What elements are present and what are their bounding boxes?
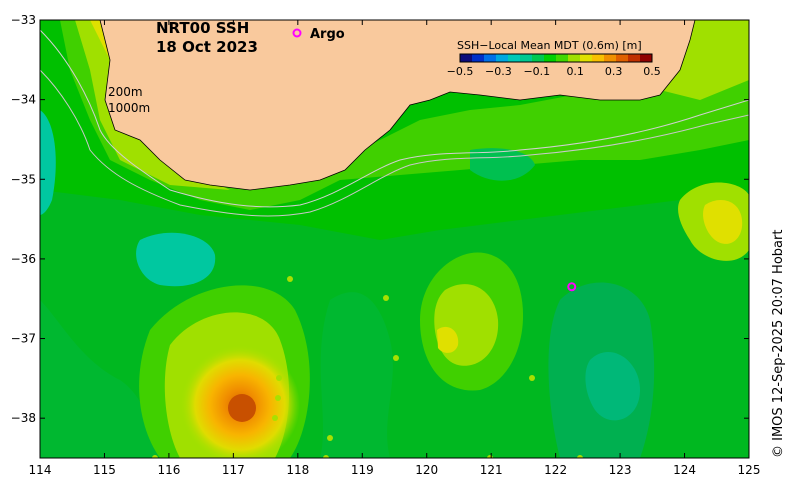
x-tick-label: 118 — [286, 463, 309, 477]
depth-label-200m: 200m — [108, 85, 143, 99]
colorbar-swatch — [592, 54, 605, 62]
x-tick-label: 117 — [222, 463, 245, 477]
colorbar — [459, 53, 653, 63]
y-tick-label: −34 — [11, 93, 36, 107]
x-tick-label: 124 — [673, 463, 696, 477]
argo-legend-label: Argo — [310, 27, 345, 42]
colorbar-swatch — [628, 54, 641, 62]
colorbar-tick-label: 0.3 — [605, 65, 623, 78]
colorbar-swatch — [640, 54, 653, 62]
y-tick-label: −35 — [11, 172, 36, 186]
colorbar-swatch — [568, 54, 581, 62]
colorbar-frame — [459, 53, 653, 63]
y-tick-label: −37 — [11, 332, 36, 346]
colorbar-swatch — [484, 54, 497, 62]
contour-200m — [40, 29, 749, 208]
x-tick-label: 119 — [351, 463, 374, 477]
argo-legend-icon — [292, 28, 302, 38]
colorbar-swatch — [580, 54, 593, 62]
y-tick-label: −33 — [11, 13, 36, 27]
y-tick-label: −36 — [11, 252, 36, 266]
x-tick-label: 115 — [93, 463, 116, 477]
colorbar-tick-label: −0.5 — [447, 65, 474, 78]
colorbar-swatch — [532, 54, 545, 62]
colorbar-swatch — [556, 54, 569, 62]
colorbar-swatch — [616, 54, 629, 62]
x-axis: 114 115 116 117 118 119 120 121 122 123 124 125 — [29, 20, 761, 477]
map-date: 18 Oct 2023 — [156, 38, 258, 56]
y-axis: −33 −34 −35 −36 −37 −38 — [11, 13, 749, 425]
ssh-region-se-core — [585, 351, 640, 421]
plot-frame — [39, 19, 750, 459]
colorbar-swatch — [508, 54, 521, 62]
ssh-region-s-mid — [320, 292, 393, 458]
colorbar-ticks: −0.5 −0.3 −0.1 0.1 0.3 0.5 — [447, 65, 661, 78]
x-tick-label: 122 — [544, 463, 567, 477]
x-tick-label: 123 — [609, 463, 632, 477]
warm-eddy-sw-center — [228, 394, 256, 422]
colorbar-swatch — [604, 54, 617, 62]
colorbar-tick-label: −0.3 — [485, 65, 512, 78]
warm-eddy-east-core — [703, 200, 743, 244]
x-tick-label: 120 — [415, 463, 438, 477]
colorbar-swatch — [496, 54, 509, 62]
warm-eddy-central-mid — [434, 284, 499, 366]
colorbar-swatch — [472, 54, 485, 62]
depth-label-1000m: 1000m — [108, 101, 150, 115]
ssh-low-eddy-west — [136, 232, 216, 287]
colorbar-tick-label: 0.5 — [643, 65, 661, 78]
argo-float-marker[interactable] — [567, 282, 577, 292]
contour-1000m — [40, 69, 749, 217]
map-title: NRT00 SSH — [156, 19, 249, 37]
warm-eddy-central-core — [437, 326, 459, 353]
colorbar-swatch — [520, 54, 533, 62]
colorbar-tick-label: −0.1 — [523, 65, 550, 78]
credit-text: © IMOS 12-Sep-2025 20:07 Hobart — [771, 230, 786, 458]
colorbar-swatch — [544, 54, 557, 62]
x-tick-label: 114 — [29, 463, 52, 477]
ssh-region-sw — [40, 300, 170, 458]
colorbar-tick-label: 0.1 — [566, 65, 584, 78]
colorbar-title: SSH−Local Mean MDT (0.6m) [m] — [457, 39, 642, 52]
sample-dots — [152, 276, 583, 458]
y-tick-label: −38 — [11, 411, 36, 425]
colorbar-swatch — [460, 54, 473, 62]
ssh-region-west-edge — [40, 110, 56, 215]
x-tick-label: 121 — [480, 463, 503, 477]
x-tick-label: 125 — [738, 463, 761, 477]
x-tick-label: 116 — [157, 463, 180, 477]
